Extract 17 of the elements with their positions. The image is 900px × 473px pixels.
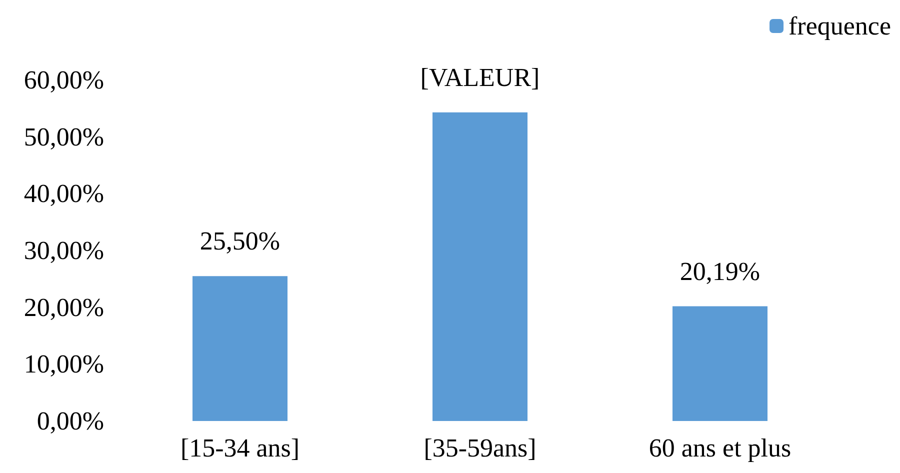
y-tick-label: 20,00% [24, 292, 104, 322]
y-tick-label: 10,00% [24, 350, 104, 379]
y-tick-label: 30,00% [24, 236, 104, 265]
data-label: 20,19% [680, 256, 760, 286]
legend-label: frequence [788, 12, 892, 40]
bar [672, 306, 768, 421]
data-label: 25,50% [200, 226, 280, 256]
y-tick-label: 0,00% [36, 406, 104, 436]
x-tick-label: [35-59ans] [424, 434, 536, 462]
x-tick-label: 60 ans et plus [648, 434, 792, 462]
y-tick-label: 50,00% [24, 122, 104, 152]
y-tick-label: 40,00% [24, 179, 104, 208]
bar [432, 112, 528, 421]
x-tick-label: [15-34 ans] [180, 434, 300, 462]
y-tick-label: 60,00% [24, 66, 104, 94]
bar [192, 276, 288, 421]
data-label: [VALEUR] [420, 62, 540, 92]
